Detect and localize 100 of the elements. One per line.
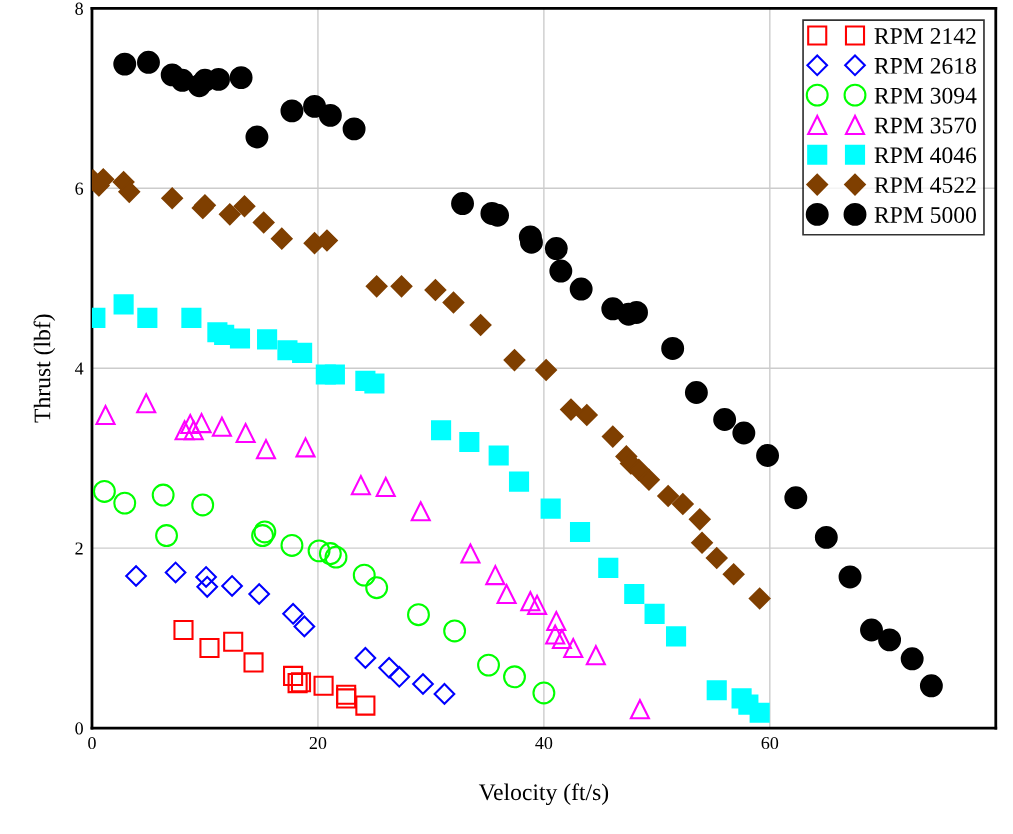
point: [549, 259, 573, 283]
y-tick-label: 8: [75, 2, 83, 15]
point: [229, 328, 251, 349]
legend-label: RPM 2618: [874, 57, 976, 74]
y-tick-label: 2: [75, 542, 83, 555]
point: [161, 187, 184, 210]
point: [665, 626, 687, 647]
point: [629, 699, 650, 720]
point: [125, 565, 147, 587]
point: [814, 525, 838, 549]
point: [705, 547, 728, 569]
point: [748, 587, 771, 610]
point: [460, 543, 481, 564]
point: [307, 539, 331, 563]
point: [137, 50, 160, 74]
point: [280, 99, 304, 123]
point: [136, 393, 157, 414]
legend-label: RPM 3094: [874, 87, 977, 104]
point: [292, 342, 313, 363]
point: [318, 103, 342, 127]
x-axis-title: Velocity (ft/s): [478, 783, 609, 806]
point: [211, 416, 232, 437]
point: [303, 94, 326, 118]
point: [520, 591, 541, 612]
point: [684, 381, 708, 404]
point: [223, 631, 244, 652]
point: [375, 476, 396, 498]
point: [388, 665, 411, 688]
point: [350, 475, 371, 496]
point: [243, 652, 264, 673]
point: [318, 542, 342, 565]
point: [283, 665, 304, 686]
point: [657, 485, 680, 507]
legend-label: RPM 4046: [874, 147, 977, 164]
point: [378, 656, 400, 679]
point: [221, 575, 243, 597]
point: [352, 563, 376, 587]
point: [838, 565, 862, 589]
point: [355, 695, 376, 716]
y-axis-title: Thrust (lbf): [33, 314, 56, 423]
point: [535, 359, 557, 381]
point: [671, 493, 694, 515]
point: [412, 673, 434, 695]
point: [749, 702, 770, 723]
point: [569, 521, 591, 543]
point: [316, 229, 338, 252]
point: [270, 227, 293, 250]
point: [756, 444, 780, 467]
point: [544, 237, 568, 261]
point: [527, 594, 548, 615]
point: [195, 566, 217, 588]
legend-label: RPM 2142: [874, 28, 976, 44]
point: [488, 445, 509, 466]
point: [365, 275, 388, 298]
point: [407, 603, 430, 627]
point: [569, 277, 593, 301]
y-tick-label: 4: [74, 362, 84, 375]
point: [560, 398, 582, 421]
point: [878, 628, 902, 652]
point: [180, 413, 201, 435]
point: [113, 52, 137, 76]
point: [424, 279, 447, 301]
point: [235, 422, 256, 444]
point: [95, 404, 116, 426]
point: [183, 420, 204, 441]
point: [365, 576, 389, 600]
point: [598, 557, 619, 579]
point: [540, 498, 561, 519]
x-tick-label: 0: [88, 736, 96, 750]
point: [469, 314, 492, 336]
point: [546, 610, 567, 632]
point: [644, 603, 665, 624]
point: [354, 647, 377, 669]
point: [282, 602, 304, 625]
point: [113, 491, 137, 515]
point: [433, 683, 456, 705]
point: [151, 483, 175, 507]
point: [601, 425, 624, 448]
point: [638, 468, 660, 491]
x-tick-label: 60: [761, 736, 779, 750]
point: [784, 486, 808, 510]
point: [245, 125, 269, 149]
point: [233, 195, 256, 218]
legend-label: RPM 3570: [874, 117, 976, 134]
point: [252, 211, 275, 234]
point: [496, 583, 517, 605]
point: [477, 653, 500, 677]
point: [390, 275, 413, 298]
point: [900, 647, 924, 671]
point: [551, 628, 573, 650]
point: [199, 637, 220, 659]
point: [451, 192, 474, 216]
point: [624, 583, 645, 605]
point: [191, 413, 212, 434]
point: [280, 533, 304, 557]
point: [164, 561, 187, 584]
point: [342, 117, 366, 141]
point: [532, 681, 556, 705]
legend-label: RPM 4522: [874, 177, 976, 194]
point: [688, 508, 711, 531]
